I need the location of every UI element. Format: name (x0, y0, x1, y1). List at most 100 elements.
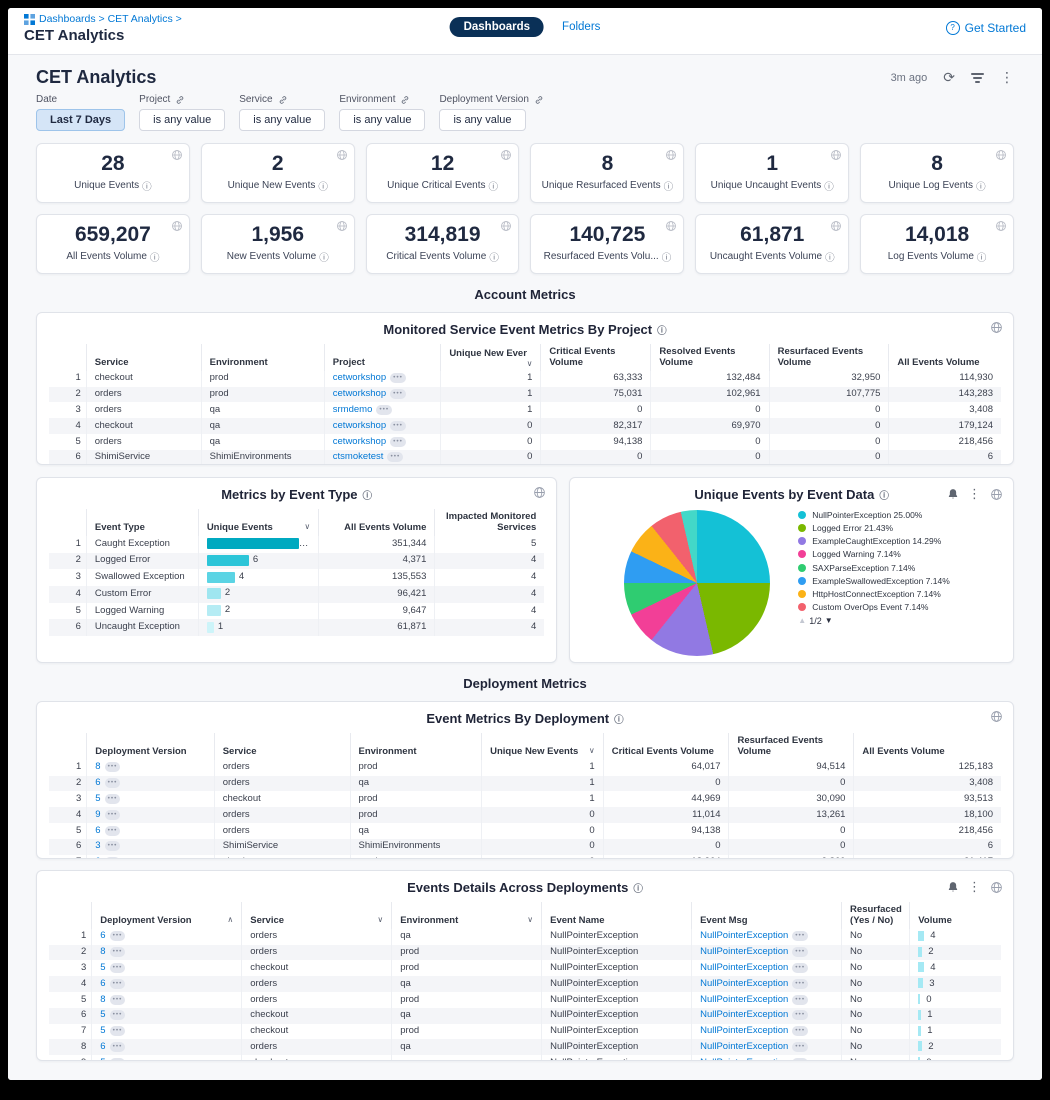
version-link[interactable]: 6 (100, 930, 106, 942)
globe-icon[interactable] (665, 149, 677, 161)
table-row[interactable]: 3 Swallowed Exception 4 135,553 4 (49, 569, 545, 586)
version-link[interactable]: 6 (100, 1040, 106, 1052)
overflow-chip[interactable]: ••• (390, 436, 406, 447)
overflow-chip[interactable]: ••• (390, 373, 406, 384)
sort-asc-icon[interactable]: ∧ (227, 915, 234, 925)
column-header[interactable]: Critical Events Volume (540, 344, 651, 371)
table-row[interactable]: 6 3 ••• ShimiService ShimiEnvironments 0 0 0 6 (49, 838, 1001, 855)
overflow-chip[interactable]: ••• (792, 994, 809, 1005)
globe-icon[interactable] (830, 149, 842, 161)
version-link[interactable]: 6 (95, 856, 100, 858)
legend-item[interactable]: ExampleSwallowedException 7.14% (798, 576, 983, 587)
overflow-chip[interactable]: ••• (104, 841, 121, 852)
globe-icon[interactable] (990, 710, 1003, 723)
version-link[interactable]: 8 (100, 993, 106, 1005)
event-msg-link[interactable]: NullPointerException (700, 977, 789, 989)
overflow-chip[interactable]: ••• (109, 978, 126, 989)
overflow-chip[interactable]: ••• (109, 947, 126, 958)
event-msg-link[interactable]: NullPointerException (700, 1040, 789, 1052)
table-row[interactable]: 2 orders prod cetworkshop ••• 1 75,031 102,961 1… (49, 386, 1001, 403)
column-header[interactable]: Unique New Ever ∨ (440, 344, 541, 371)
overflow-chip[interactable]: ••• (109, 1041, 126, 1052)
column-header[interactable]: Resurfaced Events Volume (728, 733, 854, 760)
legend-item[interactable]: NullPointerException 25.00% (798, 510, 983, 521)
sort-desc-icon[interactable]: ∨ (304, 522, 311, 532)
table-row[interactable]: 4 6 ••• orders qa NullPointerException NullPoi… (49, 976, 1001, 993)
table-row[interactable]: 5 8 ••• orders prod NullPointerException NullP… (49, 992, 1001, 1008)
event-msg-link[interactable]: NullPointerException (700, 1057, 788, 1060)
legend-item[interactable]: ExampleCaughtException 14.29% (798, 536, 983, 547)
table-row[interactable]: 6 ShimiService ShimiEnvironments ctsmoketes… (49, 449, 1001, 464)
version-link[interactable]: 5 (100, 961, 106, 973)
table-row[interactable]: 5 orders qa cetworkshop ••• 0 94,138 0 0 218,456 (49, 434, 1001, 450)
column-header[interactable]: Environment (200, 344, 325, 371)
globe-icon[interactable] (336, 149, 348, 161)
info-icon[interactable]: ⓘ (879, 490, 889, 502)
overflow-chip[interactable]: ••• (792, 947, 809, 958)
table-row[interactable]: 5 6 ••• orders qa 0 94,138 0 218,456 (49, 823, 1001, 839)
table-row[interactable]: 8 6 ••• orders qa NullPointerException NullPoi… (49, 1039, 1001, 1056)
legend-item[interactable]: SAXParseException 7.14% (798, 563, 983, 574)
breadcrumb[interactable]: Dashboards > CET Analytics > (24, 13, 182, 25)
filter-value-chip[interactable]: is any value (439, 109, 526, 131)
filter-value-chip[interactable]: is any value (239, 109, 326, 131)
project-link[interactable]: cetworkshop (332, 435, 387, 447)
version-link[interactable]: 8 (100, 946, 106, 958)
table-row[interactable]: 1 6 ••• orders qa NullPointerException NullPoi… (49, 928, 1001, 945)
column-header[interactable]: Impacted Monitored Services (434, 509, 545, 536)
globe-icon[interactable] (665, 220, 677, 232)
info-icon[interactable]: ⓘ (142, 181, 152, 193)
pie-chart[interactable] (624, 510, 771, 656)
table-row[interactable]: 76•••checkoutprod018,3642,86021,417 (49, 854, 1001, 858)
version-link[interactable]: 5 (95, 792, 101, 804)
column-header[interactable]: Critical Events Volume (602, 733, 729, 760)
overflow-chip[interactable]: ••• (104, 825, 121, 836)
info-icon[interactable]: ⓘ (976, 252, 987, 264)
sort-desc-icon[interactable]: ∨ (527, 915, 534, 925)
info-icon[interactable]: ⓘ (824, 181, 834, 193)
globe-icon[interactable] (171, 149, 183, 161)
info-icon[interactable]: ⓘ (319, 252, 329, 264)
sort-desc-icon[interactable]: ∨ (588, 746, 595, 756)
overflow-chip[interactable]: ••• (104, 857, 121, 858)
tab-folders[interactable]: Folders (562, 21, 601, 33)
project-link[interactable]: ctsmoketest (332, 451, 384, 463)
bell-icon[interactable] (947, 881, 959, 893)
globe-icon[interactable] (995, 149, 1007, 161)
overflow-chip[interactable]: ••• (390, 420, 406, 431)
table-row[interactable]: 4 Custom Error 2 96,421 4 (49, 585, 545, 603)
table-row[interactable]: 7 5 ••• checkout prod NullPointerException Nul… (49, 1023, 1001, 1040)
version-link[interactable]: 8 (95, 761, 101, 773)
info-icon[interactable]: ⓘ (362, 490, 373, 502)
info-icon[interactable]: ⓘ (149, 252, 160, 264)
filter-value-chip[interactable]: is any value (339, 109, 426, 131)
refresh-icon[interactable]: ⟳ (943, 69, 955, 85)
table-row[interactable]: 1 Caught Exception 13 351,344 5 (49, 535, 545, 553)
overflow-chip[interactable]: ••• (109, 1057, 126, 1060)
info-icon[interactable]: ⓘ (663, 181, 674, 193)
info-icon[interactable]: ⓘ (825, 252, 835, 264)
overflow-chip[interactable]: ••• (109, 962, 126, 973)
sort-desc-icon[interactable]: ∨ (377, 915, 384, 925)
overflow-chip[interactable]: ••• (109, 931, 126, 942)
tab-dashboards[interactable]: Dashboards (449, 17, 545, 37)
globe-icon[interactable] (990, 488, 1003, 501)
overflow-chip[interactable]: ••• (792, 1041, 809, 1052)
version-link[interactable]: 5 (100, 1025, 106, 1037)
column-header[interactable]: Environment ∨ (391, 902, 542, 929)
event-msg-link[interactable]: NullPointerException (700, 946, 789, 958)
overflow-chip[interactable]: ••• (792, 962, 809, 973)
event-msg-link[interactable]: NullPointerException (700, 1009, 789, 1021)
project-link[interactable]: cetworkshop (332, 388, 387, 400)
project-link[interactable]: cetworkshop (332, 419, 387, 431)
filter-icon[interactable] (971, 71, 984, 85)
column-header[interactable]: Resurfaced Events Volume (768, 344, 889, 371)
globe-icon[interactable] (500, 149, 512, 161)
get-started-link[interactable]: ? Get Started (945, 21, 1026, 35)
overflow-chip[interactable]: ••• (792, 931, 809, 942)
version-link[interactable]: 6 (100, 977, 106, 989)
overflow-chip[interactable]: ••• (390, 389, 406, 400)
globe-icon[interactable] (500, 220, 512, 232)
overflow-chip[interactable]: ••• (104, 762, 121, 773)
event-msg-link[interactable]: NullPointerException (700, 961, 789, 973)
